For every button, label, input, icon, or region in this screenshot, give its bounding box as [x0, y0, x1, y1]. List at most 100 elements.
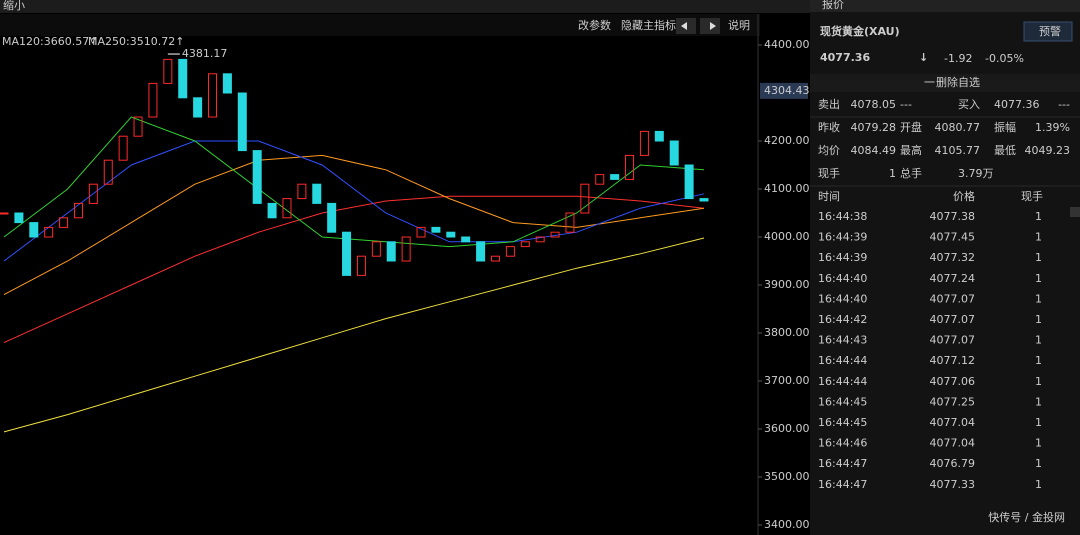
candle — [431, 226, 441, 233]
trade-header: 价格 — [953, 189, 975, 203]
candle — [44, 226, 54, 238]
candle — [476, 241, 486, 262]
trade-time: 16:44:42 — [818, 313, 867, 326]
candle — [0, 212, 9, 215]
toolbar-button[interactable]: 说明 — [728, 18, 750, 32]
stat-cell: 4078.05 — [851, 98, 897, 111]
trade-time: 16:44:40 — [818, 272, 867, 285]
y-tick-label: 3600.00 — [764, 422, 810, 435]
top-strip — [0, 0, 810, 13]
candle — [684, 164, 694, 200]
price-change: -1.92 — [944, 52, 972, 65]
candle — [118, 135, 128, 161]
stat-cell: 4080.77 — [935, 121, 981, 134]
stat-cell: 昨收 — [818, 120, 840, 134]
trade-price: 4077.25 — [930, 395, 976, 408]
candle — [461, 236, 471, 243]
next-icon — [710, 22, 716, 30]
trade-price: 4077.07 — [930, 292, 976, 305]
stat-cell: 4084.49 — [851, 144, 897, 157]
remove-icon: 一 — [924, 76, 935, 89]
price-tag — [760, 82, 808, 99]
toolbar — [0, 14, 760, 36]
trade-time: 16:44:47 — [818, 457, 867, 470]
candle — [565, 212, 575, 233]
stat-cell: 买入 — [958, 98, 980, 111]
candle — [610, 174, 620, 180]
toolbar-button[interactable]: 改参数 — [578, 18, 611, 32]
candle — [14, 212, 24, 224]
candle — [88, 183, 98, 204]
price-change-pct: -0.05% — [985, 52, 1024, 65]
chart-bg — [0, 0, 810, 535]
candle — [625, 154, 635, 180]
candle — [178, 58, 188, 99]
candle — [505, 246, 515, 257]
trade-time: 16:44:40 — [818, 292, 867, 305]
candle — [73, 202, 83, 219]
candle — [59, 217, 69, 228]
stat-cell: 4079.28 — [851, 121, 897, 134]
y-tick-label: 4400.00 — [764, 38, 810, 51]
scroll-icon[interactable] — [1070, 207, 1080, 217]
remove-bar[interactable] — [810, 74, 1080, 92]
trade-price: 4077.07 — [930, 334, 976, 347]
zoom-label[interactable]: 缩小 — [3, 0, 25, 12]
trade-price: 4077.38 — [930, 210, 976, 223]
alert-button[interactable] — [1023, 21, 1073, 42]
alert-label: 预警 — [1039, 24, 1061, 38]
candle — [163, 58, 173, 84]
last-price: 4077.36 — [820, 51, 870, 64]
candle — [699, 198, 709, 202]
candle — [282, 198, 292, 219]
candle — [312, 183, 322, 204]
price-tag-label: 4304.43 — [764, 84, 810, 97]
stat-cell: 最低 — [994, 144, 1016, 157]
stat-cell: 现手 — [818, 166, 840, 180]
prev-icon — [681, 22, 687, 30]
y-tick-label: 3500.00 — [764, 470, 810, 483]
trade-time: 16:44:45 — [818, 416, 867, 429]
stat-cell: 3.79万 — [958, 167, 994, 180]
candle — [401, 236, 411, 262]
candle — [490, 255, 500, 262]
stat-cell: --- — [900, 98, 912, 111]
trade-price: 4077.45 — [930, 231, 976, 244]
trade-time: 16:44:39 — [818, 251, 867, 264]
stat-cell: 1 — [889, 167, 896, 180]
candle — [29, 222, 39, 238]
candle — [654, 130, 664, 142]
remove-label: 删除自选 — [936, 75, 980, 89]
stat-cell: 总手 — [900, 166, 922, 180]
trade-qty: 1 — [1035, 395, 1042, 408]
watermark: 快传号 / 金投网 — [988, 510, 1065, 524]
trade-price: 4077.06 — [930, 375, 976, 388]
candle — [297, 183, 307, 200]
candle — [669, 140, 679, 166]
candle — [327, 202, 337, 233]
y-tick-label: 4100.00 — [764, 182, 810, 195]
stat-cell: 最高 — [900, 143, 922, 157]
panel-title[interactable]: 报价 — [822, 0, 844, 11]
trade-price: 4077.32 — [930, 251, 976, 264]
stat-cell: 振幅 — [994, 120, 1016, 134]
trade-price: 4077.33 — [930, 478, 976, 491]
stat-cell: 均价 — [818, 144, 840, 157]
toolbar-button[interactable]: 隐藏主指标 — [621, 18, 676, 32]
candle — [252, 150, 262, 204]
stat-cell: 4077.36 — [994, 98, 1040, 111]
candle — [386, 241, 396, 262]
candle — [208, 73, 218, 118]
candle — [222, 73, 232, 94]
candle — [356, 255, 366, 276]
trade-qty: 1 — [1035, 416, 1042, 429]
ma-legend: MA250:3510.72↑ — [88, 35, 184, 48]
trade-qty: 1 — [1035, 231, 1042, 244]
trade-time: 16:44:44 — [818, 375, 867, 388]
candle — [446, 231, 456, 238]
candle — [342, 231, 352, 276]
trade-qty: 1 — [1035, 251, 1042, 264]
trade-qty: 1 — [1035, 292, 1042, 305]
trade-qty: 1 — [1035, 437, 1042, 450]
ma-legend: MA120:3660.57↑ — [2, 35, 98, 48]
